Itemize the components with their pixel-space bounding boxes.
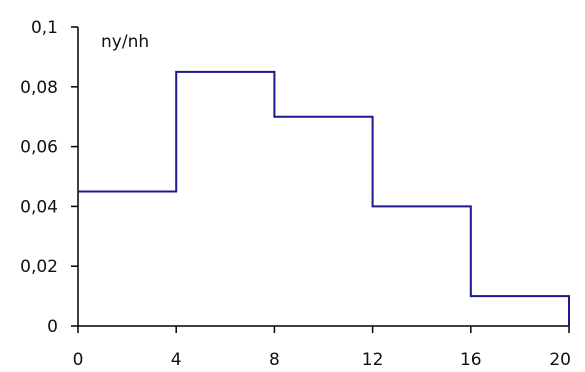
x-tick-label: 8 (269, 350, 280, 370)
y-tick-label: 0,06 (20, 138, 58, 158)
x-axis-ticks: 0 4 8 12 16 20 (73, 326, 571, 370)
x-tick-label: 20 (549, 350, 571, 370)
y-tick-label: 0 (47, 317, 58, 337)
y-tick-label: 0,04 (20, 197, 58, 217)
step-series-line (78, 70, 570, 326)
y-axis-ticks: 0 0,02 0,04 0,06 0,08 0,1 (20, 18, 78, 337)
y-axis-label: ny/nh (101, 32, 149, 52)
x-tick-label: 12 (362, 350, 384, 370)
x-tick-label: 0 (73, 350, 84, 370)
y-tick-label: 0,1 (31, 18, 58, 38)
x-tick-label: 16 (460, 350, 482, 370)
axes (77, 27, 569, 327)
y-tick-label: 0,08 (20, 78, 58, 98)
y-tick-label: 0,02 (20, 257, 58, 277)
x-tick-label: 4 (171, 350, 182, 370)
